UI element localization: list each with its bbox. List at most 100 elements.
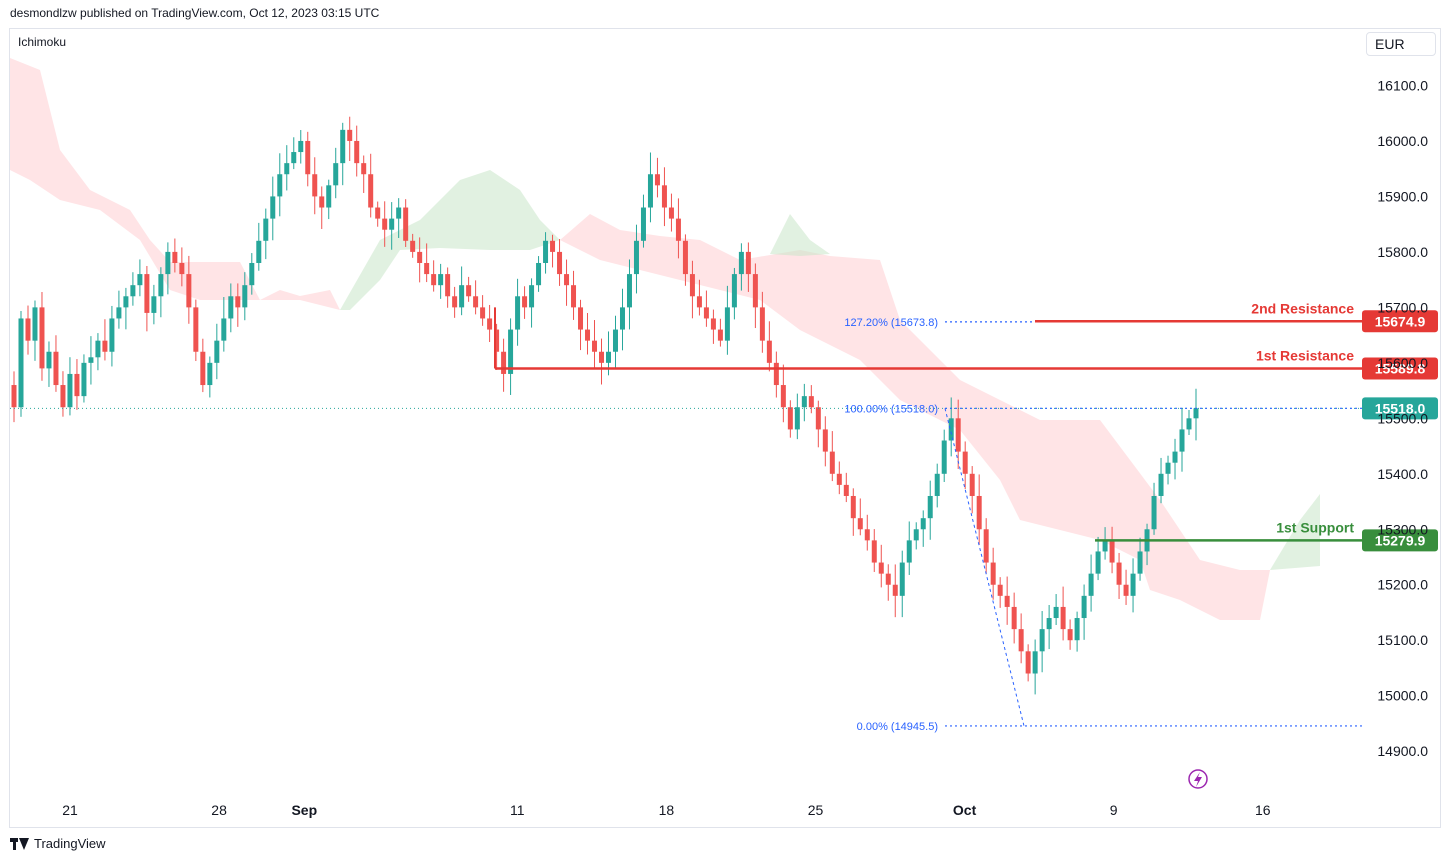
- candle-body[interactable]: [682, 240, 688, 275]
- candle-body[interactable]: [1116, 562, 1122, 585]
- candle-body[interactable]: [487, 318, 493, 330]
- candle-body[interactable]: [179, 262, 185, 275]
- candle-body[interactable]: [459, 285, 465, 308]
- candle-body[interactable]: [626, 274, 632, 308]
- candle-body[interactable]: [759, 307, 765, 341]
- candle-body[interactable]: [389, 218, 395, 230]
- candle-body[interactable]: [312, 174, 318, 197]
- candle-body[interactable]: [284, 163, 290, 175]
- candle-body[interactable]: [647, 174, 653, 208]
- candle-body[interactable]: [745, 251, 751, 275]
- candle-body[interactable]: [773, 362, 779, 386]
- candle-body[interactable]: [1053, 606, 1059, 619]
- candle-body[interactable]: [137, 274, 143, 286]
- candle-body[interactable]: [780, 385, 786, 408]
- candle-body[interactable]: [878, 562, 884, 574]
- candle-body[interactable]: [696, 296, 702, 308]
- candle-body[interactable]: [654, 174, 660, 186]
- candle-body[interactable]: [1067, 629, 1073, 641]
- candle-body[interactable]: [564, 274, 570, 286]
- candle-body[interactable]: [396, 207, 402, 219]
- candle-body[interactable]: [109, 318, 115, 352]
- candle-body[interactable]: [1060, 606, 1066, 630]
- candle-body[interactable]: [1109, 540, 1115, 563]
- candle-body[interactable]: [605, 351, 611, 363]
- candle-body[interactable]: [857, 518, 863, 530]
- candle-body[interactable]: [130, 285, 136, 297]
- candle-body[interactable]: [438, 274, 444, 286]
- candle-body[interactable]: [375, 207, 381, 219]
- candle-body[interactable]: [1046, 618, 1052, 630]
- candle-body[interactable]: [815, 407, 821, 430]
- candle-body[interactable]: [619, 307, 625, 330]
- candle-body[interactable]: [661, 185, 667, 208]
- candle-body[interactable]: [277, 174, 283, 197]
- candle-body[interactable]: [724, 307, 730, 341]
- candle-body[interactable]: [550, 240, 556, 252]
- candle-body[interactable]: [983, 529, 989, 563]
- candle-body[interactable]: [934, 473, 940, 496]
- candle-body[interactable]: [794, 407, 800, 430]
- candle-body[interactable]: [382, 218, 388, 230]
- candle-body[interactable]: [599, 351, 605, 363]
- candle-body[interactable]: [766, 340, 772, 363]
- candle-body[interactable]: [927, 495, 933, 519]
- candle-body[interactable]: [738, 251, 744, 275]
- candle-body[interactable]: [326, 185, 332, 208]
- candle-body[interactable]: [585, 329, 591, 341]
- candle-body[interactable]: [410, 240, 416, 252]
- candle-body[interactable]: [256, 240, 262, 263]
- candle-body[interactable]: [242, 285, 248, 308]
- candle-body[interactable]: [871, 540, 877, 563]
- candle-body[interactable]: [1179, 429, 1185, 452]
- candle-body[interactable]: [913, 529, 919, 541]
- candle-body[interactable]: [1025, 651, 1031, 674]
- candle-body[interactable]: [920, 518, 926, 530]
- candle-body[interactable]: [46, 351, 52, 369]
- candle-body[interactable]: [200, 351, 206, 386]
- candle-body[interactable]: [466, 285, 472, 297]
- candle-body[interactable]: [1095, 551, 1101, 574]
- candle-body[interactable]: [501, 351, 507, 374]
- candle-body[interactable]: [612, 329, 618, 352]
- candle-body[interactable]: [571, 285, 577, 308]
- candle-body[interactable]: [1018, 629, 1024, 652]
- candle-body[interactable]: [32, 307, 38, 341]
- candle-body[interactable]: [948, 418, 954, 441]
- candle-body[interactable]: [508, 329, 514, 374]
- candle-body[interactable]: [1130, 573, 1136, 596]
- candle-body[interactable]: [158, 274, 164, 297]
- candle-body[interactable]: [543, 240, 549, 263]
- candle-body[interactable]: [340, 129, 346, 164]
- candle-body[interactable]: [1081, 595, 1087, 619]
- candle-body[interactable]: [969, 473, 975, 496]
- candle-body[interactable]: [235, 296, 241, 308]
- candle-body[interactable]: [144, 274, 150, 313]
- candle-body[interactable]: [291, 152, 297, 164]
- candle-body[interactable]: [1004, 595, 1010, 607]
- candle-body[interactable]: [885, 573, 891, 585]
- candle-body[interactable]: [39, 307, 45, 369]
- candle-body[interactable]: [731, 274, 737, 308]
- candle-body[interactable]: [801, 396, 807, 408]
- candle-body[interactable]: [787, 407, 793, 430]
- currency-selector[interactable]: EUR: [1366, 32, 1436, 56]
- candle-body[interactable]: [11, 385, 17, 408]
- candle-body[interactable]: [717, 329, 723, 341]
- candle-body[interactable]: [1193, 408, 1199, 419]
- candle-body[interactable]: [1186, 418, 1192, 430]
- candle-body[interactable]: [906, 540, 912, 563]
- candle-body[interactable]: [74, 373, 80, 397]
- candle-body[interactable]: [522, 296, 528, 308]
- candle-body[interactable]: [25, 318, 31, 341]
- candle-body[interactable]: [165, 251, 171, 275]
- candle-body[interactable]: [60, 385, 66, 408]
- candle-body[interactable]: [955, 418, 961, 452]
- candle-body[interactable]: [270, 196, 276, 219]
- candle-body[interactable]: [403, 207, 409, 241]
- candle-body[interactable]: [431, 274, 437, 286]
- candle-body[interactable]: [214, 340, 220, 363]
- candle-body[interactable]: [836, 473, 842, 485]
- candle-body[interactable]: [1158, 473, 1164, 496]
